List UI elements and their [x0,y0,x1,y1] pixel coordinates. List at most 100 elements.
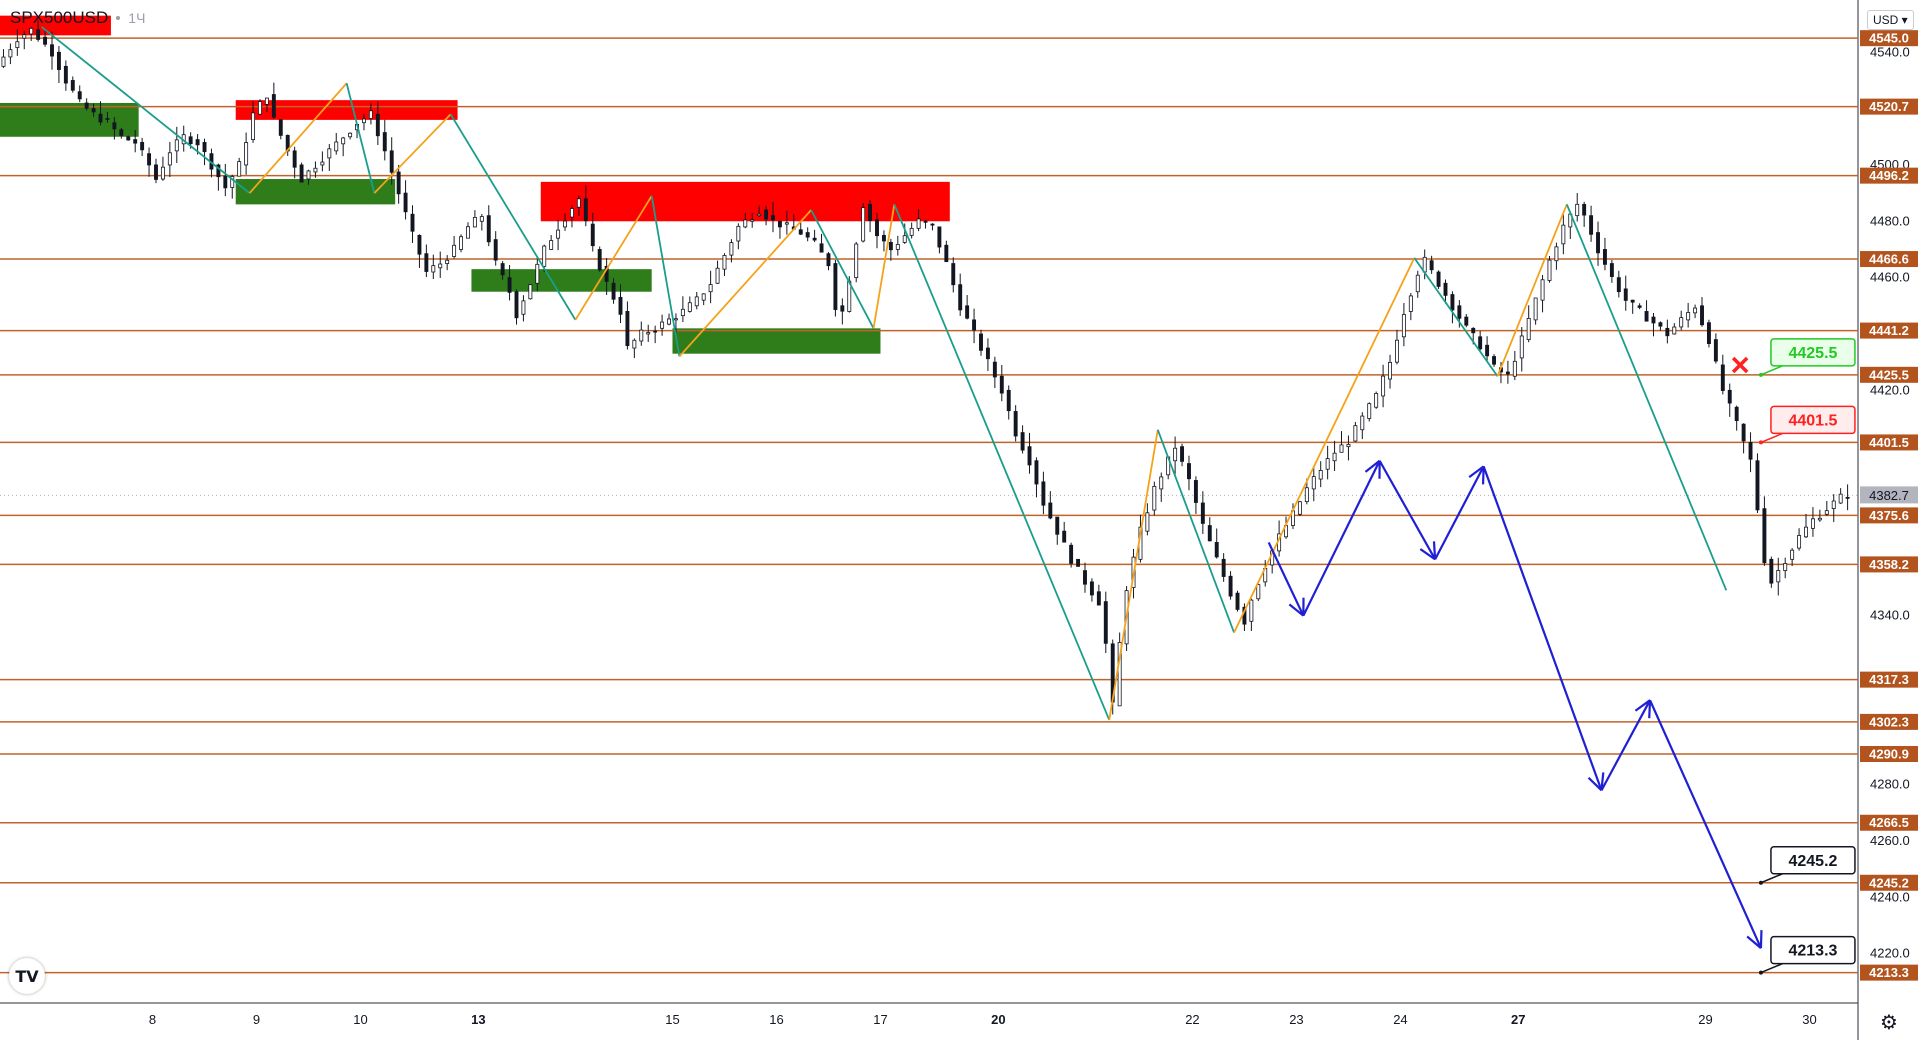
candle-body [1207,525,1212,542]
candle-body [202,142,207,153]
supply-zone [0,15,111,36]
candle-body [992,361,997,378]
zigzag-down-leg[interactable] [1413,257,1499,377]
candle-body [757,213,762,217]
candle-body [646,332,651,335]
x-tick-label: 29 [1698,1012,1712,1027]
candle-body [1686,312,1691,321]
zigzag-down-leg[interactable] [1565,204,1728,591]
candle-body [417,234,422,255]
x-tick-label: 30 [1802,1012,1816,1027]
candle-body [680,308,685,317]
candle-body [1817,517,1822,521]
projection-leg[interactable] [1302,460,1381,617]
candle-body [771,215,775,221]
candle-body [1069,544,1074,564]
candle-body [1630,299,1635,303]
candle-body [1734,406,1739,422]
zigzag-up-leg[interactable] [1233,257,1416,633]
projection-leg[interactable] [1267,541,1305,617]
callout-box[interactable] [1770,846,1856,875]
candle-body [362,118,366,124]
zigzag-up-leg[interactable] [678,209,812,358]
candle-body [154,164,158,180]
candle-body [126,136,131,141]
zigzag-down-leg[interactable] [345,83,376,194]
candle-body [667,318,671,325]
candle-body [167,152,172,166]
candle-body [147,153,152,166]
candle-body [389,150,394,173]
candle-body [119,129,124,136]
zigzag-down-leg[interactable] [1156,429,1235,633]
candle-body [722,255,727,270]
candle-body [1103,601,1108,644]
zigzag-up-leg[interactable] [1496,204,1568,377]
callout-label: 4213.3 [1788,943,1837,960]
candle-body [535,263,540,284]
currency-dropdown[interactable]: USD ▾ [1867,10,1914,30]
callout-box[interactable] [1770,405,1856,435]
candle-body [972,319,977,331]
candle-body [63,65,68,84]
y-tick-label: 4420.0 [1870,382,1910,397]
zigzag-down-leg[interactable] [810,209,875,329]
candle-body [77,91,82,100]
candle-body [278,119,283,136]
candle-body [708,284,713,293]
zigzag-up-leg[interactable] [574,195,653,321]
level-label-bg [1860,671,1918,688]
zigzag-up-leg[interactable] [1108,429,1159,721]
timeframe-label[interactable]: 1Ч [128,10,146,26]
supply-zone [235,100,458,120]
candle-body [888,242,893,251]
projection-arrowhead [1648,700,1652,719]
candle-body [348,132,353,138]
projection-leg[interactable] [1649,699,1762,949]
zigzag-down-leg[interactable] [650,195,681,357]
projection-leg[interactable] [1378,460,1437,560]
candle-body [812,237,817,241]
zigzag-up-leg[interactable] [373,113,452,194]
zigzag-down-leg[interactable] [449,113,577,321]
candle-body [1187,463,1191,480]
candle-body [98,113,103,123]
x-tick-label: 23 [1289,1012,1303,1027]
zigzag-down-leg[interactable] [893,204,1111,721]
candle-body [1006,389,1011,412]
tradingview-logo-icon[interactable]: TV [9,958,45,994]
level-label-bg [1860,507,1918,524]
candle-body [1159,476,1164,490]
candle-body [1540,279,1545,301]
projection-leg[interactable] [1434,465,1485,560]
candle-body [1471,327,1476,334]
symbol-label[interactable]: SPX500USD [10,8,109,27]
callout-box[interactable] [1770,338,1856,367]
candle-body [1415,274,1420,293]
close-icon[interactable] [1731,356,1749,374]
level-label-bg [1860,556,1918,573]
level-label-bg [1860,964,1918,981]
zigzag-up-leg[interactable] [872,204,896,329]
candle-body [1741,423,1746,442]
candle-body [979,333,983,351]
candle-body [826,253,831,267]
projection-leg[interactable] [1600,699,1651,791]
candle-body [784,222,789,225]
callout-box[interactable] [1770,935,1856,965]
candle-body [1505,371,1510,375]
candle-body [424,253,429,272]
gear-icon[interactable]: ⚙ [1880,1012,1898,1034]
zigzag-up-leg[interactable] [248,82,348,194]
candle-body [1554,246,1559,262]
x-tick-label: 20 [991,1012,1005,1027]
candle-body [1249,599,1254,622]
candle-body [382,132,387,152]
demand-zone [235,179,396,205]
projection-leg[interactable] [1482,466,1603,791]
zigzag-down-leg[interactable] [41,26,251,194]
candle-body [736,225,741,242]
y-tick-label: 4240.0 [1870,889,1910,904]
level-label-bg [1860,167,1918,184]
